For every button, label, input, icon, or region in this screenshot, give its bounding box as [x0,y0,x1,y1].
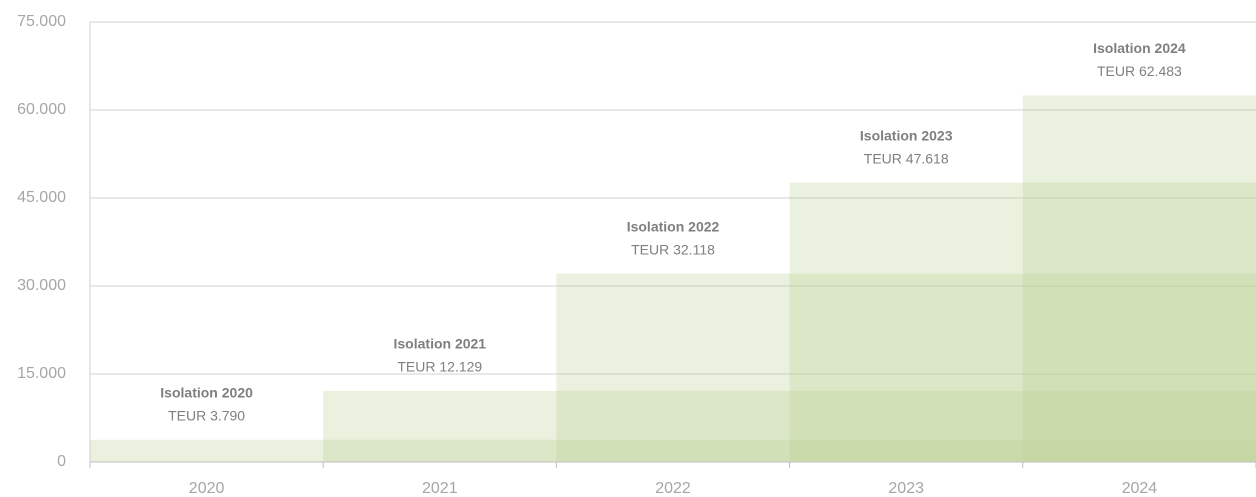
y-tick-label: 30.000 [17,277,66,294]
x-tick-label: 2020 [189,480,225,497]
step-area [556,273,1256,462]
y-tick-label: 75.000 [17,13,66,30]
annotation-name: Isolation 2021 [394,336,487,352]
annotation-name: Isolation 2024 [1093,40,1186,56]
step-area [90,439,1256,462]
step-area [323,390,1256,462]
annotation-name: Isolation 2020 [160,384,253,400]
step-area [789,182,1256,463]
annotation-name: Isolation 2023 [860,127,953,143]
x-tick-label: 2022 [655,480,691,497]
value-label: TEUR 12.129 [397,359,482,375]
value-label: TEUR 32.118 [631,241,715,257]
y-tick-label: 15.000 [17,365,66,382]
y-tick-label: 45.000 [17,189,66,206]
x-tick-label: 2023 [888,480,924,497]
x-tick-label: 2021 [422,480,458,497]
y-tick-label: 0 [57,453,66,470]
step-area [1022,95,1256,462]
annotation-name: Isolation 2022 [627,218,720,234]
value-label: TEUR 47.618 [864,150,949,166]
value-label: TEUR 62.483 [1097,63,1182,79]
x-tick-label: 2024 [1122,480,1158,497]
value-label: TEUR 3.790 [168,407,245,423]
y-tick-label: 60.000 [17,101,66,118]
